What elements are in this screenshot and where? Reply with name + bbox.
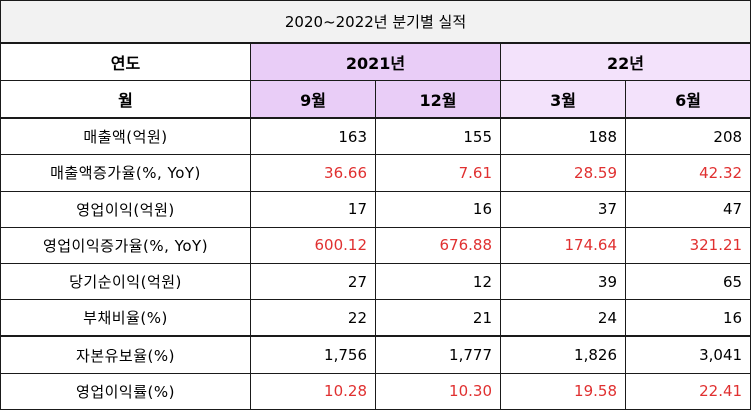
value-cell: 174.64 — [500, 226, 626, 265]
value-cell: 3,041 — [624, 335, 751, 374]
value-cell: 10.28 — [250, 372, 376, 411]
row-label: 영업이익증가율(%, YoY) — [0, 226, 251, 265]
table-row: 영업이익률(%) 10.28 10.30 19.58 22.41 — [0, 372, 751, 411]
month-header-cell: 9월 — [250, 79, 376, 120]
value-cell: 17 — [250, 190, 376, 228]
value-cell: 321.21 — [624, 226, 751, 265]
value-cell: 22 — [250, 299, 376, 337]
row-label: 당기순이익(억원) — [0, 262, 251, 301]
value-cell: 65 — [624, 262, 751, 301]
value-cell: 28.59 — [500, 154, 626, 192]
table-row: 영업이익증가율(%, YoY) 600.12 676.88 174.64 321… — [0, 226, 751, 265]
row-label: 부채비율(%) — [0, 299, 251, 337]
table-title: 2020~2022년 분기별 실적 — [0, 0, 751, 44]
row-label: 매출액(억원) — [0, 117, 251, 156]
month-header-cell: 6월 — [624, 79, 751, 120]
month-header-row: 월 9월 12월 3월 6월 — [0, 79, 751, 120]
value-cell: 42.32 — [624, 154, 751, 192]
value-cell: 27 — [250, 262, 376, 301]
value-cell: 10.30 — [375, 372, 501, 411]
row-label: 자본유보율(%) — [0, 335, 251, 374]
value-cell: 7.61 — [375, 154, 501, 192]
value-cell: 600.12 — [250, 226, 376, 265]
row-label: 영업이익률(%) — [0, 372, 251, 411]
value-cell: 676.88 — [375, 226, 501, 265]
value-cell: 24 — [500, 299, 626, 337]
row-label: 영업이익(억원) — [0, 190, 251, 228]
row-label: 매출액증가율(%, YoY) — [0, 154, 251, 192]
value-cell: 37 — [500, 190, 626, 228]
value-cell: 47 — [624, 190, 751, 228]
value-cell: 36.66 — [250, 154, 376, 192]
table-row: 영업이익(억원) 17 16 37 47 — [0, 190, 751, 228]
value-cell: 155 — [375, 117, 501, 156]
title-row: 2020~2022년 분기별 실적 — [0, 0, 751, 44]
value-cell: 163 — [250, 117, 376, 156]
table-row: 부채비율(%) 22 21 24 16 — [0, 299, 751, 337]
year-22-header: 22년 — [499, 42, 751, 81]
value-cell: 208 — [624, 117, 751, 156]
value-cell: 39 — [500, 262, 626, 301]
month-header-cell: 3월 — [500, 79, 626, 120]
value-cell: 188 — [500, 117, 626, 156]
table-row: 당기순이익(억원) 27 12 39 65 — [0, 262, 751, 301]
value-cell: 22.41 — [624, 372, 751, 411]
value-cell: 16 — [624, 299, 751, 337]
value-cell: 16 — [375, 190, 501, 228]
year-2021-header: 2021년 — [250, 42, 501, 81]
value-cell: 12 — [375, 262, 501, 301]
value-cell: 1,756 — [250, 335, 376, 374]
table-row: 매출액증가율(%, YoY) 36.66 7.61 28.59 42.32 — [0, 154, 751, 192]
value-cell: 1,777 — [375, 335, 501, 374]
month-header-label: 월 — [0, 79, 251, 120]
year-header-label: 연도 — [0, 42, 251, 81]
value-cell: 19.58 — [500, 372, 626, 411]
table-row: 자본유보율(%) 1,756 1,777 1,826 3,041 — [0, 335, 751, 374]
month-header-cell: 12월 — [375, 79, 501, 120]
table-row: 매출액(억원) 163 155 188 208 — [0, 117, 751, 156]
year-header-row: 연도 2021년 22년 — [0, 42, 751, 81]
value-cell: 1,826 — [500, 335, 626, 374]
value-cell: 21 — [375, 299, 501, 337]
